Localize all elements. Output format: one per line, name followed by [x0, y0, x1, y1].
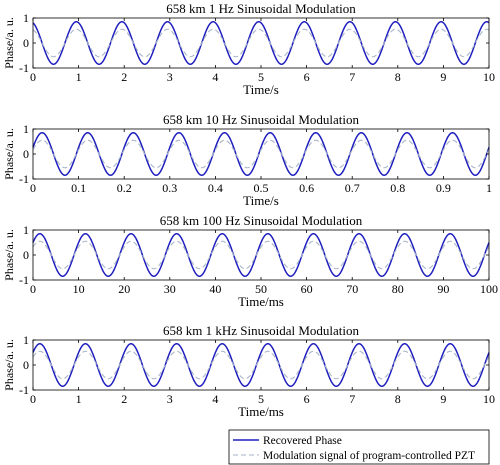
x-axis-label: Time/ms — [238, 404, 284, 419]
x-tick-label: 0 — [30, 392, 36, 406]
series-line-pzt-modulation — [32, 240, 490, 270]
y-tick-label: 0 — [23, 248, 29, 262]
chart-title: 658 km 1 kHz Sinusoidal Modulation — [163, 323, 360, 338]
y-tick-label: -1 — [19, 383, 29, 397]
x-tick-label: 0 — [30, 70, 36, 84]
y-tick-label: -1 — [19, 172, 29, 186]
y-tick-label: 1 — [23, 122, 29, 136]
x-tick-label: 4 — [212, 70, 218, 84]
x-tick-label: 0.5 — [254, 181, 269, 195]
x-tick-label: 50 — [255, 282, 267, 296]
x-tick-label: 20 — [118, 282, 130, 296]
x-tick-label: 8 — [395, 392, 401, 406]
y-axis-label: Phase/a. u. — [2, 17, 16, 69]
y-tick-label: -1 — [19, 61, 29, 75]
x-tick-label: 3 — [167, 392, 173, 406]
axes-box — [32, 128, 490, 180]
x-tick-label: 0 — [30, 282, 36, 296]
x-tick-label: 1 — [76, 70, 82, 84]
series-line-pzt-modulation — [32, 350, 490, 380]
axes-box — [32, 17, 490, 69]
x-tick-label: 0.1 — [71, 181, 86, 195]
legend-label: Recovered Phase — [263, 435, 342, 447]
y-tick-label: 1 — [23, 11, 29, 25]
axes-box — [32, 229, 490, 281]
y-tick-label: 0 — [23, 36, 29, 50]
x-tick-label: 60 — [301, 282, 313, 296]
x-tick-label: 0.9 — [436, 181, 451, 195]
series-line-recovered-phase — [32, 343, 490, 387]
x-tick-label: 0.7 — [345, 181, 360, 195]
x-tick-label: 6 — [304, 392, 310, 406]
axes-box — [32, 339, 490, 391]
chart-title: 658 km 100 Hz Sinusoidal Modulation — [160, 213, 363, 228]
series-line-pzt-modulation — [32, 28, 490, 58]
x-tick-label: 10 — [73, 282, 85, 296]
x-tick-label: 2 — [121, 70, 127, 84]
x-tick-label: 3 — [167, 70, 173, 84]
x-tick-label: 7 — [349, 70, 355, 84]
series-line-recovered-phase — [32, 233, 490, 277]
y-tick-label: 0 — [23, 147, 29, 161]
x-tick-label: 5 — [258, 70, 264, 84]
chart-title: 658 km 10 Hz Sinusoidal Modulation — [163, 112, 360, 127]
x-axis-label: Time/ms — [238, 294, 284, 309]
x-tick-label: 40 — [209, 282, 221, 296]
x-tick-label: 0.4 — [208, 181, 223, 195]
y-tick-label: 1 — [23, 333, 29, 347]
chart-title: 658 km 1 Hz Sinusoidal Modulation — [166, 1, 356, 16]
x-tick-label: 90 — [437, 282, 449, 296]
x-tick-label: 0.6 — [299, 181, 314, 195]
x-tick-label: 1 — [76, 392, 82, 406]
x-tick-label: 5 — [258, 392, 264, 406]
x-tick-label: 0.3 — [162, 181, 177, 195]
series-line-recovered-phase — [32, 21, 490, 65]
legend-label: Modulation signal of program-controlled … — [263, 450, 475, 462]
x-axis-label: Time/s — [243, 193, 279, 208]
x-tick-label: 8 — [395, 70, 401, 84]
x-tick-label: 6 — [304, 70, 310, 84]
x-tick-label: 7 — [349, 392, 355, 406]
legend: Recovered Phase Modulation signal of prog… — [228, 429, 490, 465]
y-tick-label: 0 — [23, 358, 29, 372]
x-tick-label: 1 — [486, 181, 492, 195]
x-tick-label: 10 — [483, 392, 495, 406]
x-tick-label: 30 — [164, 282, 176, 296]
x-tick-label: 80 — [392, 282, 404, 296]
x-tick-label: 0.2 — [117, 181, 132, 195]
series-line-pzt-modulation — [32, 139, 490, 169]
y-axis-label: Phase/a. u. — [2, 339, 16, 391]
x-tick-label: 9 — [440, 392, 446, 406]
x-tick-label: 10 — [483, 70, 495, 84]
x-tick-label: 9 — [440, 70, 446, 84]
x-tick-label: 70 — [346, 282, 358, 296]
y-axis-label: Phase/a. u. — [2, 128, 16, 180]
y-tick-label: -1 — [19, 273, 29, 287]
y-axis-label: Phase/a. u. — [2, 229, 16, 281]
legend-box — [228, 429, 490, 465]
x-tick-label: 100 — [480, 282, 498, 296]
x-tick-label: 2 — [121, 392, 127, 406]
x-axis-label: Time/s — [243, 82, 279, 97]
y-tick-label: 1 — [23, 223, 29, 237]
x-tick-label: 0.8 — [390, 181, 405, 195]
x-tick-label: 4 — [212, 392, 218, 406]
x-tick-label: 0 — [30, 181, 36, 195]
series-line-recovered-phase — [32, 131, 490, 177]
